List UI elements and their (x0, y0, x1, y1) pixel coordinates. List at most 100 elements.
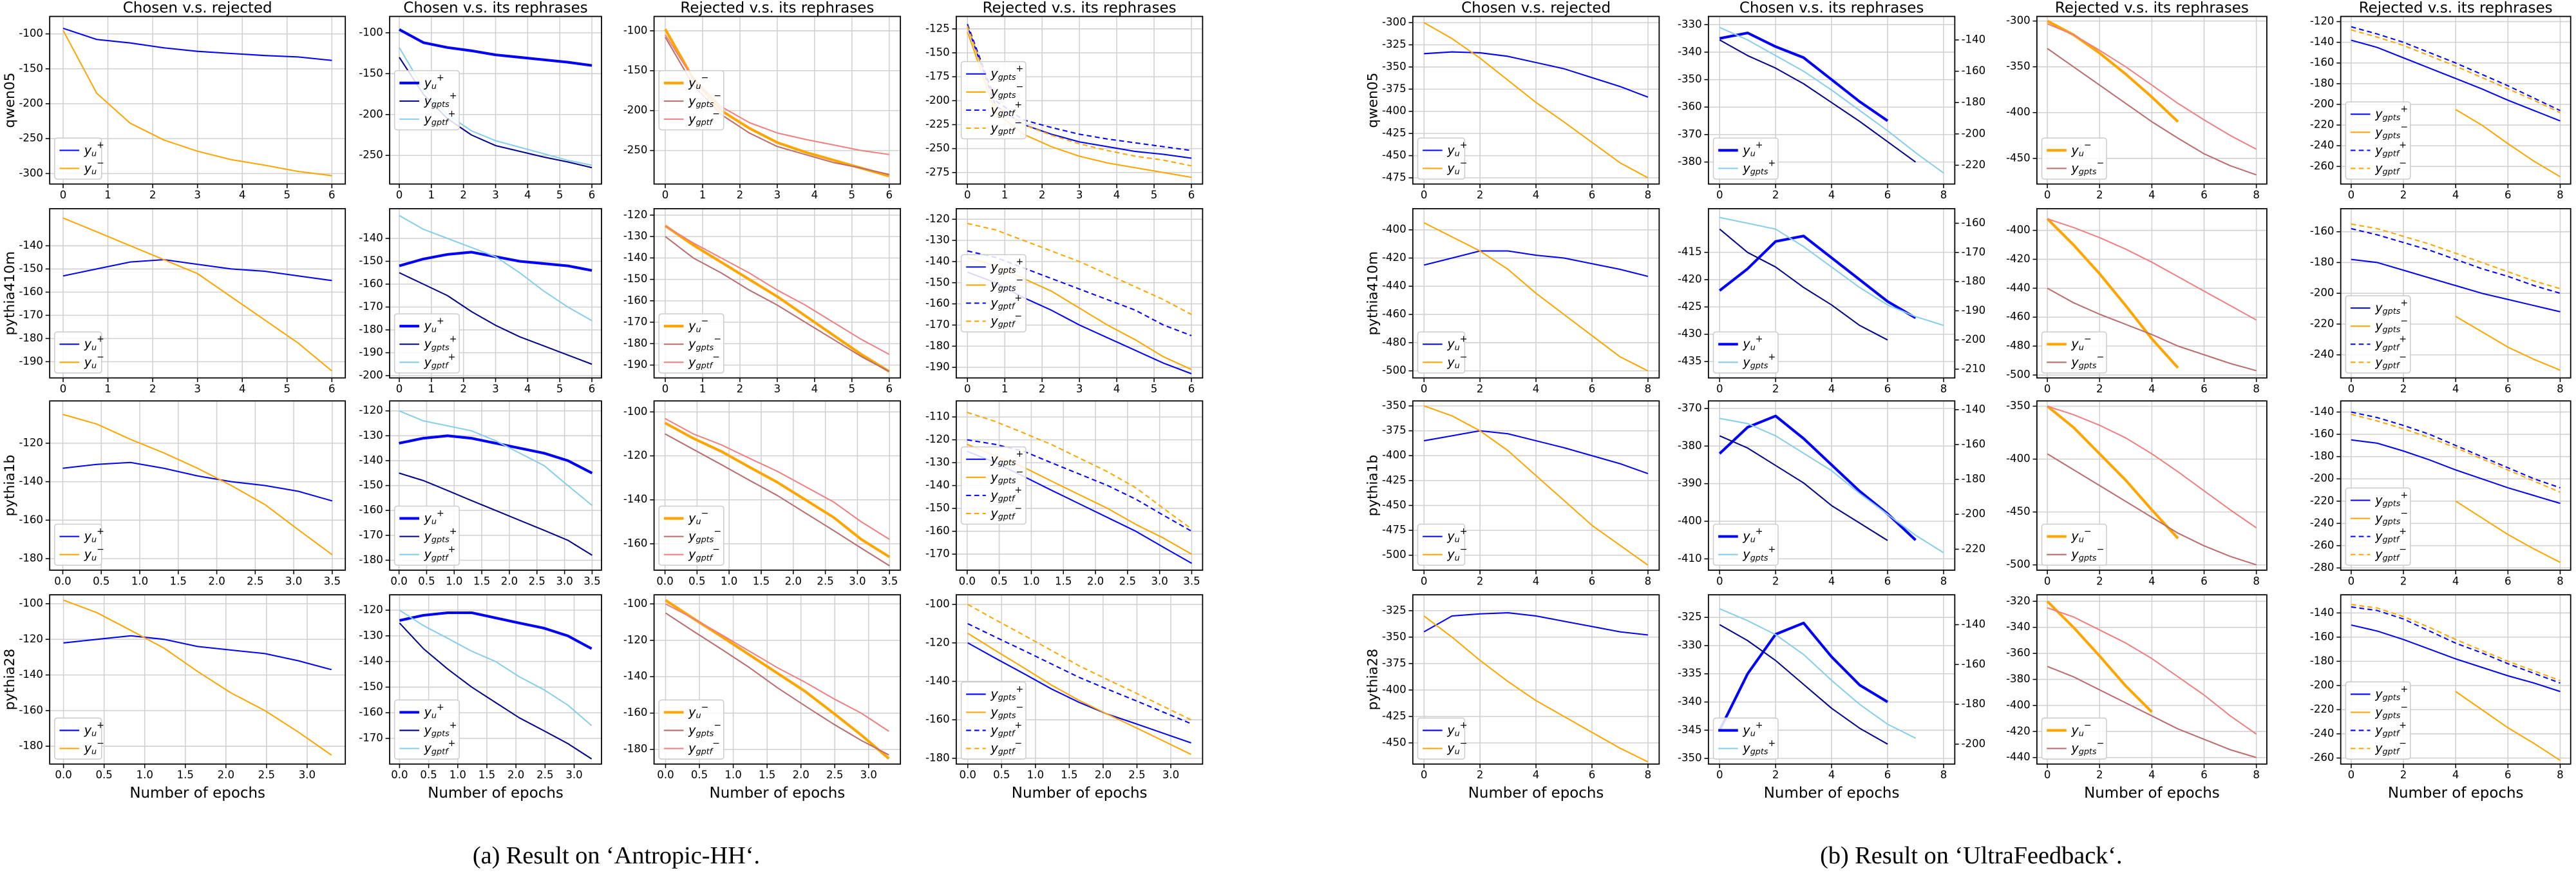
y-tick-label: -350 (1382, 630, 1406, 642)
legend-label: ygptf− (688, 544, 720, 562)
y-tick-label: -150 (359, 255, 383, 267)
y-tick-label: -170 (623, 316, 648, 328)
x-tick-label: 5 (556, 189, 564, 201)
y-tick-label: -120 (19, 633, 43, 645)
x-tick-label: 2.0 (218, 769, 234, 781)
x-tick-label: 5 (849, 383, 856, 395)
legend: yu−ygpts−ygptf− (658, 699, 724, 760)
y-tick-label: -435 (1678, 355, 1702, 367)
y-tick-label: -350 (2006, 60, 2031, 72)
x-tick-label: 1 (1001, 383, 1009, 395)
y2-tick-label: -210 (1962, 362, 1986, 374)
y-tick-label: -360 (2006, 647, 2031, 659)
series-line (63, 599, 332, 756)
series-line (1423, 612, 1649, 636)
series-line (967, 623, 1191, 725)
y-tick-label: -275 (925, 166, 950, 178)
y-tick-label: -200 (19, 97, 43, 109)
y-tick-label: -320 (2006, 595, 2031, 607)
plot-frame (389, 207, 602, 379)
legend-label: yu− (1446, 159, 1467, 177)
legend-label: ygptf+ (990, 485, 1022, 503)
y-tick-label: -300 (1382, 16, 1406, 28)
x-tick-label: 2 (1477, 575, 1484, 587)
x-tick-label: 1.5 (473, 575, 490, 587)
y-tick-label: -140 (623, 251, 648, 264)
y-tick-label: -425 (1382, 474, 1406, 486)
x-tick-label: 2.0 (1087, 575, 1104, 587)
series-line (399, 472, 592, 556)
x-tick-label: 3.0 (1151, 575, 1168, 587)
y-tick-label: -200 (2310, 472, 2334, 485)
caption: (a) Result on ‘Antropic-HH‘. (473, 842, 760, 869)
x-tick-label: 3 (194, 189, 201, 201)
legend-label: yu+ (84, 526, 104, 544)
x-tick-label: 3.0 (299, 769, 316, 781)
x-tick-label: 4 (1113, 189, 1121, 201)
y-tick-label: -160 (2310, 630, 2334, 642)
series-line (2351, 227, 2561, 294)
y-tick-label: -335 (1678, 667, 1702, 679)
y2-tick-label: -180 (1962, 698, 1986, 710)
plot-frame (1412, 594, 1660, 765)
y2-tick-label: -220 (1962, 159, 1986, 171)
x-tick-label: 0 (964, 189, 971, 201)
x-tick-label: 0.0 (391, 769, 408, 781)
y-tick-label: -340 (1678, 45, 1702, 57)
y-tick-label: -190 (925, 361, 950, 373)
x-tick-label: 6 (2505, 575, 2512, 587)
y-tick-label: -200 (2310, 678, 2334, 691)
x-tick-label: 8 (2557, 769, 2564, 781)
x-tick-label: 8 (2557, 575, 2564, 587)
x-tick-label: 1.5 (753, 575, 770, 587)
y-tick-label: -440 (2006, 751, 2031, 763)
plot-frame (1707, 400, 1956, 571)
x-tick-label: 6 (2505, 383, 2512, 395)
legend-label: yu− (688, 508, 708, 526)
series-line (1423, 22, 1649, 178)
series-line (399, 611, 592, 650)
chart-title: Chosen v.s. its rephrases (1739, 0, 1924, 16)
plot-frame (653, 594, 902, 765)
plot-frame (1707, 594, 1956, 765)
legend-label: ygpts+ (2374, 298, 2408, 316)
legend-label: yu+ (1742, 720, 1763, 738)
x-tick-label: 1.5 (1061, 769, 1077, 781)
series-line (1424, 430, 1649, 475)
y-tick-label: -250 (925, 142, 950, 154)
y-tick-label: -140 (19, 239, 43, 251)
y-tick-label: -350 (2006, 399, 2031, 412)
plot-frame (389, 15, 602, 185)
x-tick-label: 2 (737, 189, 744, 201)
x-tick-label: 2 (1772, 769, 1779, 781)
x-tick-label: 3.5 (1183, 575, 1200, 587)
x-tick-label: 2 (2096, 189, 2103, 201)
y-tick-label: -450 (1382, 499, 1406, 511)
legend-box (960, 61, 1027, 140)
y-tick-label: -350 (1678, 752, 1702, 764)
legend-box (658, 70, 724, 131)
x-tick-label: 0 (1716, 383, 1723, 395)
x-tick-label: 0.0 (54, 575, 71, 587)
legend-label: ygpts+ (990, 257, 1023, 275)
x-tick-label: 2.0 (501, 575, 518, 587)
x-tick-label: 4 (2452, 769, 2459, 781)
y-tick-label: -160 (2310, 225, 2334, 237)
x-tick-label: 0 (1421, 575, 1428, 587)
x-tick-label: 2 (2400, 189, 2407, 201)
x-tick-label: 5 (284, 383, 291, 395)
y-tick-label: -300 (19, 167, 43, 179)
chart-title: Chosen v.s. rejected (123, 0, 272, 16)
x-tick-label: 0.5 (688, 575, 705, 587)
y-tick-label: -340 (1678, 695, 1702, 707)
y-tick-label: -380 (1678, 155, 1702, 168)
x-tick-label: 0.5 (691, 769, 708, 781)
legend-label: yu− (2070, 720, 2091, 738)
y-tick-label: -450 (2006, 151, 2031, 164)
x-tick-label: 2.0 (793, 769, 810, 781)
legend-label: yu+ (1742, 526, 1763, 544)
plot-frame (653, 400, 902, 571)
x-tick-label: 6 (1884, 575, 1891, 587)
y-tick-label: -400 (1678, 515, 1702, 527)
